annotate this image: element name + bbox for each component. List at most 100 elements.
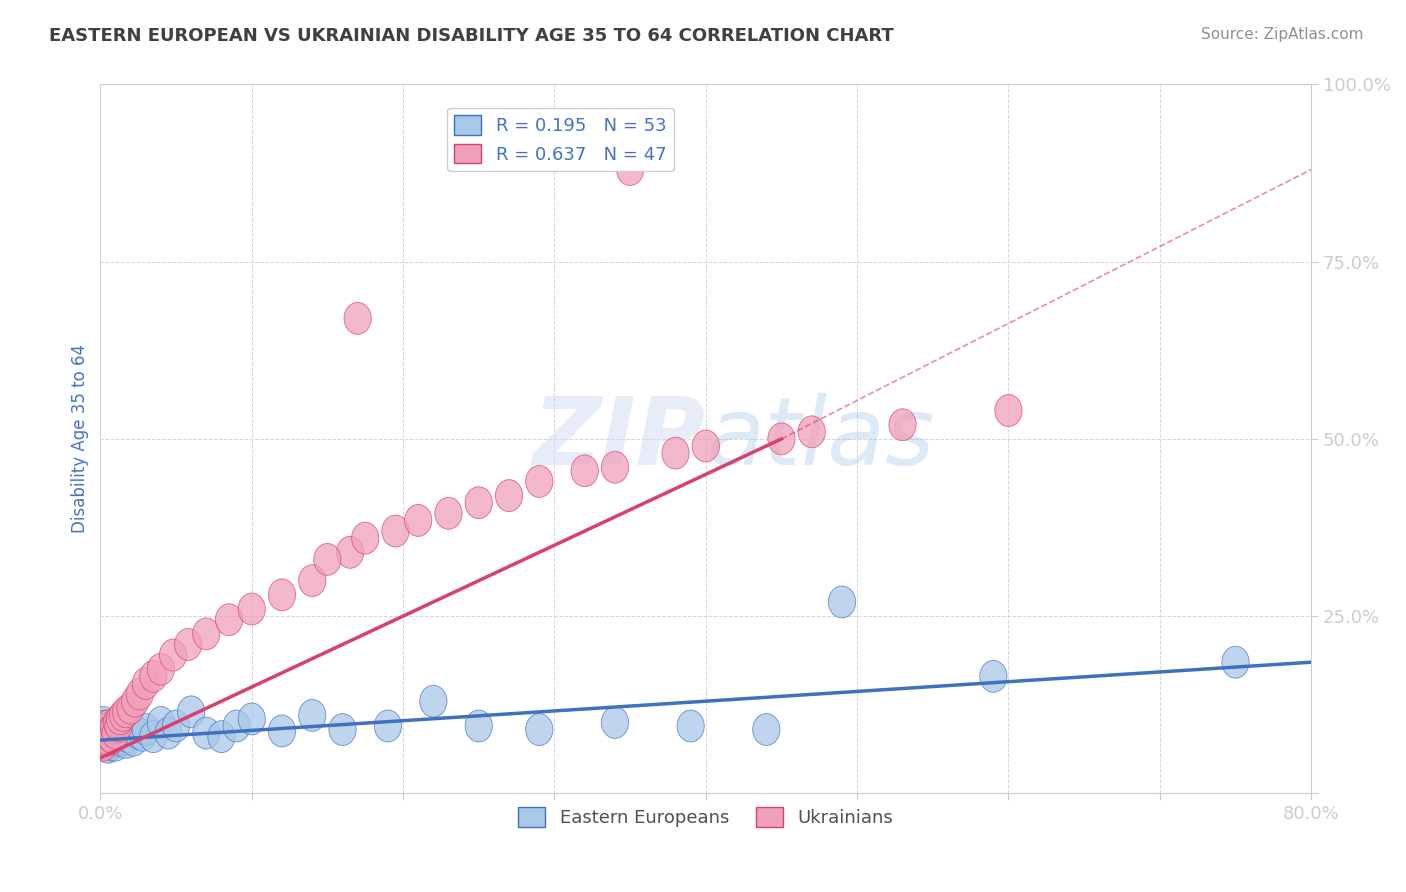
Ellipse shape (148, 653, 174, 685)
Ellipse shape (224, 710, 250, 742)
Ellipse shape (104, 719, 131, 751)
Ellipse shape (94, 724, 121, 756)
Ellipse shape (159, 640, 187, 671)
Ellipse shape (828, 586, 856, 618)
Ellipse shape (110, 717, 136, 749)
Ellipse shape (90, 728, 117, 760)
Ellipse shape (97, 715, 125, 747)
Ellipse shape (91, 710, 118, 742)
Ellipse shape (352, 522, 378, 554)
Ellipse shape (269, 579, 295, 611)
Ellipse shape (238, 593, 266, 625)
Ellipse shape (298, 565, 326, 597)
Ellipse shape (208, 721, 235, 753)
Ellipse shape (104, 706, 131, 739)
Ellipse shape (112, 696, 139, 728)
Ellipse shape (465, 487, 492, 518)
Ellipse shape (329, 714, 356, 746)
Ellipse shape (193, 618, 219, 649)
Ellipse shape (526, 714, 553, 746)
Ellipse shape (105, 710, 132, 742)
Ellipse shape (799, 416, 825, 448)
Ellipse shape (571, 455, 599, 487)
Ellipse shape (91, 724, 118, 756)
Ellipse shape (89, 717, 115, 749)
Ellipse shape (344, 302, 371, 334)
Ellipse shape (112, 726, 139, 758)
Ellipse shape (995, 394, 1022, 426)
Ellipse shape (163, 710, 190, 742)
Ellipse shape (101, 715, 129, 747)
Ellipse shape (97, 715, 125, 747)
Ellipse shape (420, 685, 447, 717)
Ellipse shape (1222, 646, 1249, 678)
Ellipse shape (105, 724, 132, 756)
Ellipse shape (114, 721, 141, 753)
Ellipse shape (132, 667, 159, 699)
Ellipse shape (215, 604, 243, 636)
Ellipse shape (121, 685, 149, 717)
Ellipse shape (94, 717, 121, 749)
Ellipse shape (127, 678, 153, 710)
Ellipse shape (139, 721, 167, 753)
Ellipse shape (120, 724, 148, 756)
Ellipse shape (174, 629, 201, 660)
Ellipse shape (177, 696, 205, 728)
Ellipse shape (98, 723, 127, 754)
Ellipse shape (91, 717, 118, 749)
Ellipse shape (155, 717, 183, 749)
Ellipse shape (662, 437, 689, 469)
Legend: Eastern Europeans, Ukrainians: Eastern Europeans, Ukrainians (510, 799, 901, 834)
Ellipse shape (616, 153, 644, 186)
Ellipse shape (405, 505, 432, 536)
Ellipse shape (269, 715, 295, 747)
Ellipse shape (96, 723, 124, 754)
Ellipse shape (238, 703, 266, 735)
Ellipse shape (125, 717, 152, 749)
Ellipse shape (465, 710, 492, 742)
Ellipse shape (94, 710, 121, 742)
Ellipse shape (602, 451, 628, 483)
Ellipse shape (139, 660, 167, 692)
Ellipse shape (110, 699, 136, 731)
Ellipse shape (107, 703, 134, 735)
Ellipse shape (108, 723, 135, 754)
Ellipse shape (117, 692, 145, 724)
Ellipse shape (93, 721, 120, 753)
Text: Source: ZipAtlas.com: Source: ZipAtlas.com (1201, 27, 1364, 42)
Ellipse shape (111, 723, 138, 756)
Y-axis label: Disability Age 35 to 64: Disability Age 35 to 64 (72, 344, 89, 533)
Ellipse shape (117, 710, 145, 742)
Ellipse shape (752, 714, 780, 746)
Ellipse shape (100, 722, 128, 754)
Ellipse shape (678, 710, 704, 742)
Ellipse shape (768, 423, 794, 455)
Text: EASTERN EUROPEAN VS UKRAINIAN DISABILITY AGE 35 TO 64 CORRELATION CHART: EASTERN EUROPEAN VS UKRAINIAN DISABILITY… (49, 27, 894, 45)
Ellipse shape (602, 706, 628, 739)
Ellipse shape (90, 729, 117, 761)
Ellipse shape (93, 714, 120, 746)
Ellipse shape (93, 714, 120, 746)
Ellipse shape (90, 706, 117, 739)
Text: atlas: atlas (706, 393, 934, 484)
Ellipse shape (98, 726, 127, 758)
Ellipse shape (98, 719, 127, 750)
Ellipse shape (374, 710, 402, 742)
Ellipse shape (101, 729, 129, 761)
Ellipse shape (495, 480, 523, 511)
Ellipse shape (889, 409, 917, 441)
Ellipse shape (89, 726, 115, 758)
Ellipse shape (148, 706, 174, 739)
Ellipse shape (96, 719, 124, 751)
Ellipse shape (980, 660, 1007, 692)
Ellipse shape (94, 731, 121, 764)
Ellipse shape (382, 515, 409, 547)
Ellipse shape (336, 536, 364, 568)
Ellipse shape (692, 430, 720, 462)
Ellipse shape (100, 712, 128, 744)
Ellipse shape (107, 721, 134, 753)
Text: ZIP: ZIP (533, 392, 706, 485)
Ellipse shape (434, 498, 463, 529)
Ellipse shape (96, 712, 124, 744)
Ellipse shape (132, 714, 159, 746)
